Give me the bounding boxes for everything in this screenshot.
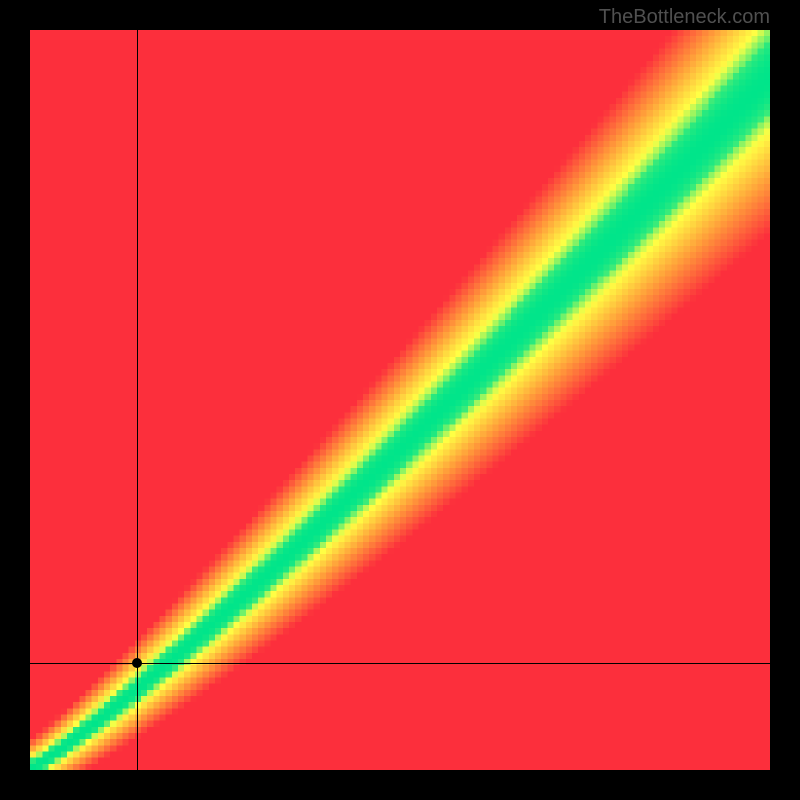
intersection-marker [132, 658, 142, 668]
heatmap-plot [30, 30, 770, 770]
watermark-text: TheBottleneck.com [599, 6, 770, 29]
